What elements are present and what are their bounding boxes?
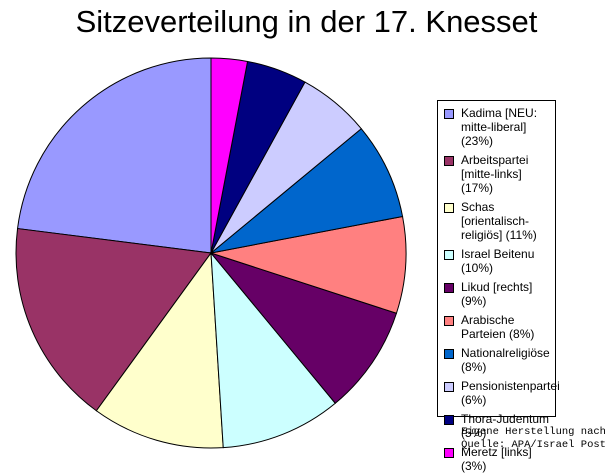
legend-label-3: Israel Beitenu (10%) bbox=[461, 247, 535, 275]
legend-swatch-9 bbox=[444, 448, 454, 458]
legend-swatch-0 bbox=[444, 109, 454, 119]
legend: Kadima [NEU: mitte-liberal] (23%) Arbeits… bbox=[437, 100, 560, 473]
legend-label-6: Nationalreligiöse (8%) bbox=[461, 346, 550, 374]
pie-slice-2 bbox=[95, 251, 224, 449]
pie-slice-0 bbox=[16, 57, 212, 254]
legend-item-5: Arabische Parteien (8%) bbox=[444, 313, 555, 341]
pie-slice-6 bbox=[210, 127, 404, 254]
legend-label-7: Pensionistenpartei (6%) bbox=[461, 379, 560, 407]
legend-item-0: Kadima [NEU: mitte-liberal] (23%) bbox=[444, 106, 555, 148]
legend-label-2: Schas [orientalisch-religiös] (11%) bbox=[461, 200, 537, 242]
legend-label-1: Arbeitspartei [mitte-links] (17%) bbox=[461, 153, 529, 195]
pie-slice-4 bbox=[209, 251, 398, 404]
legend-item-4: Likud [rechts] (9%) bbox=[444, 280, 555, 308]
legend-swatch-4 bbox=[444, 283, 454, 293]
legend-swatch-3 bbox=[444, 250, 454, 260]
pie-slice-5 bbox=[210, 215, 407, 314]
pie-slice-3 bbox=[210, 251, 337, 449]
chart-title: Sitzeverteilung in der 17. Knesset bbox=[75, 4, 538, 39]
pie-slice-9 bbox=[210, 57, 249, 254]
legend-item-1: Arbeitspartei [mitte-links] (17%) bbox=[444, 153, 555, 195]
legend-swatch-2 bbox=[444, 203, 454, 213]
legend-item-2: Schas [orientalisch-religiös] (11%) bbox=[444, 200, 555, 242]
legend-item-6: Nationalreligiöse (8%) bbox=[444, 346, 555, 374]
legend-label-0: Kadima [NEU: mitte-liberal] (23%) bbox=[461, 106, 538, 148]
legend-label-8: Thora-Judentum (5%) bbox=[461, 412, 550, 440]
legend-swatch-8 bbox=[444, 415, 454, 425]
legend-item-7: Pensionistenpartei (6%) bbox=[444, 379, 560, 407]
legend-swatch-7 bbox=[444, 382, 454, 392]
pie-slice-1 bbox=[15, 228, 212, 412]
source-note: Eigene Herstellung nach Quelle: APA/Isra… bbox=[461, 426, 606, 451]
legend-item-3: Israel Beitenu (10%) bbox=[444, 247, 555, 275]
legend-label-4: Likud [rechts] (9%) bbox=[461, 280, 533, 308]
legend-swatch-5 bbox=[444, 316, 454, 326]
legend-swatch-6 bbox=[444, 349, 454, 359]
legend-label-5: Arabische Parteien (8%) bbox=[461, 313, 535, 341]
legend-item-8: Thora-Judentum (5%) bbox=[444, 412, 555, 440]
pie-chart bbox=[15, 57, 407, 449]
legend-swatch-1 bbox=[444, 156, 454, 166]
